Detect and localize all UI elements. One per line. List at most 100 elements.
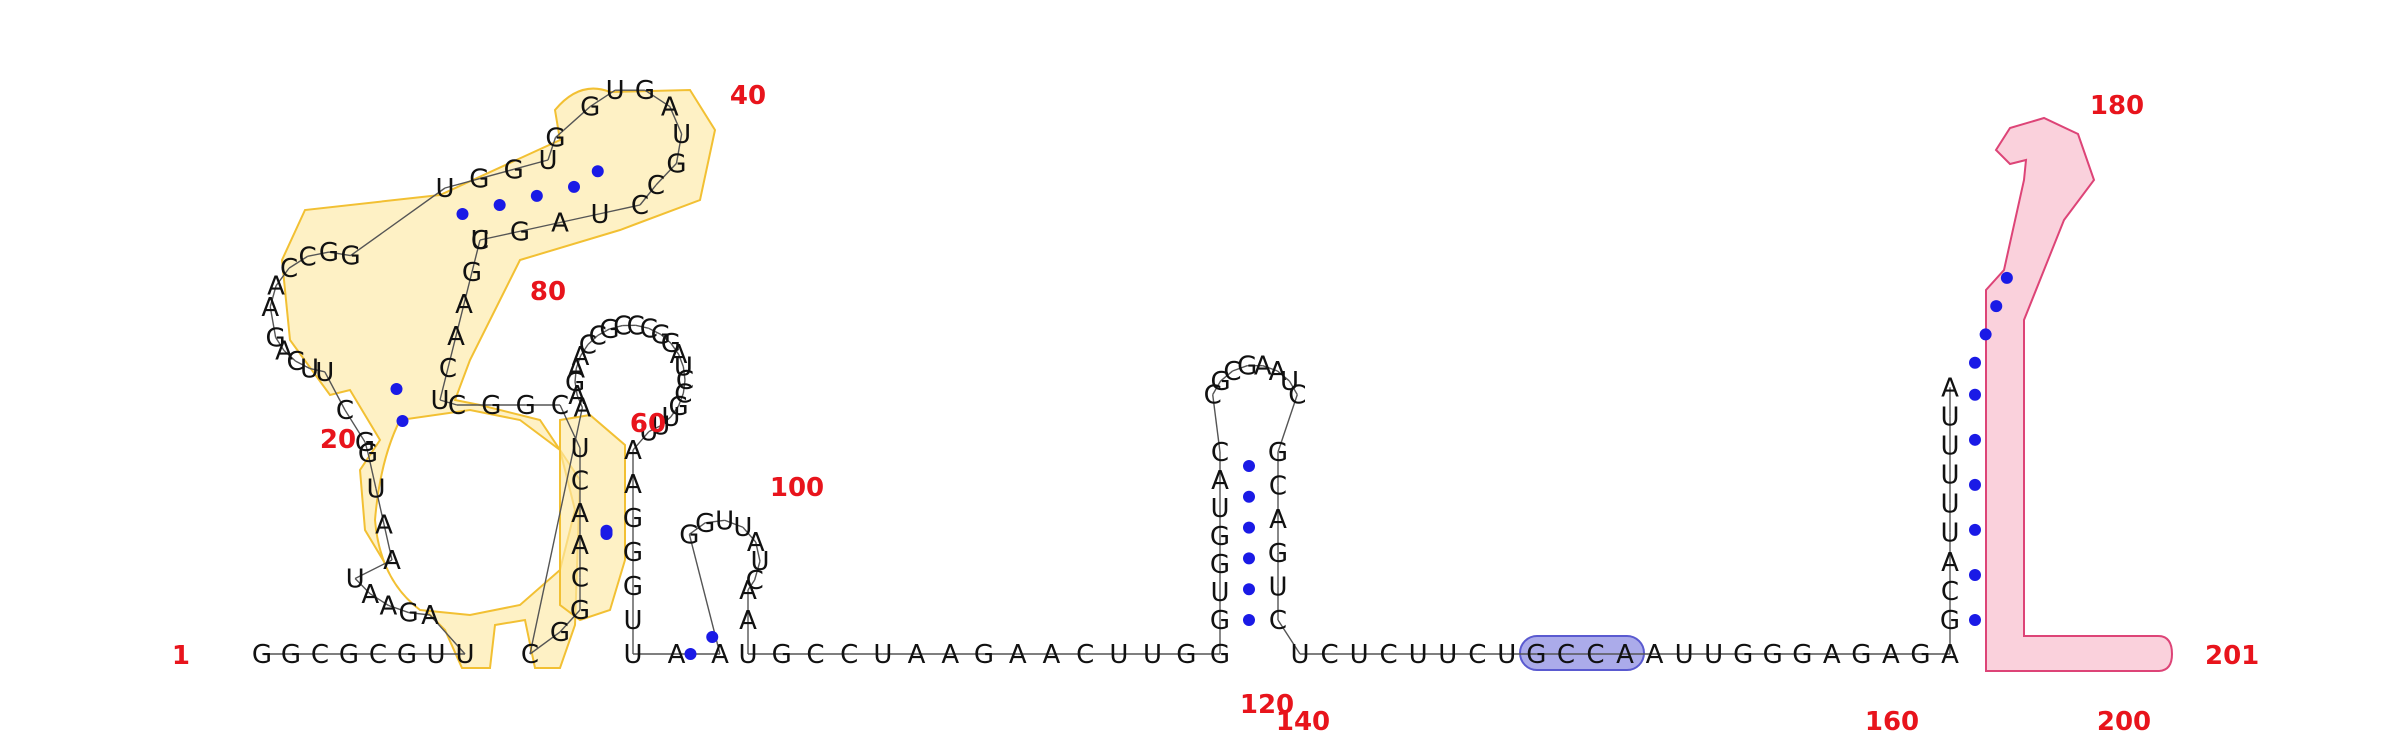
nucleotide: U <box>715 506 734 536</box>
base-pair-dot <box>1969 433 1981 446</box>
position-number-180: 180 <box>2090 91 2144 121</box>
backbone <box>262 89 1951 655</box>
nucleotide: A <box>375 510 393 540</box>
backbone-link <box>328 251 351 257</box>
nucleotide: U <box>639 418 658 448</box>
nucleotide: U <box>1210 494 1229 524</box>
nucleotide: A <box>1882 640 1900 670</box>
nucleotide: U <box>538 146 557 176</box>
backbone-link <box>307 251 330 258</box>
nucleotide: U <box>1143 640 1162 670</box>
nucleotide: C <box>1380 640 1398 670</box>
nucleotide: A <box>1823 640 1841 670</box>
backbone-link <box>1277 370 1290 382</box>
nucleotide: U <box>674 353 693 383</box>
nucleotide: G <box>1268 438 1288 468</box>
nucleotide: A <box>573 394 591 424</box>
nucleotide: U <box>623 606 642 636</box>
nucleotide: G <box>635 76 655 106</box>
backbone-link <box>559 213 601 224</box>
nucleotide: U <box>651 412 670 442</box>
base-pair-dot <box>1243 460 1255 472</box>
nucleotide: G <box>319 238 339 268</box>
nucleotide: G <box>1763 640 1783 670</box>
nucleotide: C <box>840 640 858 670</box>
nucleotide: A <box>941 640 959 670</box>
backbone-link <box>529 407 584 655</box>
nucleotide: G <box>462 258 482 288</box>
backbone-link <box>1262 365 1278 372</box>
backbone-link <box>324 371 346 411</box>
nucleotide: A <box>1941 548 1959 578</box>
nucleotide: C <box>674 379 692 409</box>
nucleotide: G <box>1851 640 1871 670</box>
backbone-link <box>455 303 465 337</box>
position-number-200: 200 <box>2097 707 2151 737</box>
nucleotide: G <box>516 391 536 421</box>
nucleotide: U <box>426 640 445 670</box>
nucleotide: C <box>806 640 824 670</box>
nucleotide: G <box>252 640 272 670</box>
base-pair-dot <box>493 198 506 211</box>
backbone-link <box>547 137 557 161</box>
backbone-link <box>574 381 578 396</box>
nucleotide: A <box>567 355 585 385</box>
backbone-link <box>675 133 683 164</box>
nucleotide: G <box>1210 522 1230 552</box>
base-pair-dot <box>1969 523 1981 536</box>
nucleotide: C <box>287 347 305 377</box>
position-number-201: 201 <box>2205 641 2259 671</box>
nucleotide: U <box>1497 640 1516 670</box>
backbone-link <box>519 221 561 232</box>
nucleotide: G <box>651 320 671 350</box>
backbone-link <box>660 333 672 344</box>
position-number-120: 120 <box>1240 690 1294 720</box>
base-pair-dot <box>1979 328 1992 341</box>
nucleotide: C <box>589 322 607 352</box>
base-pair-dot <box>390 383 403 395</box>
nucleotide: A <box>711 640 729 670</box>
backbone-link <box>705 519 725 524</box>
backbone-link <box>648 424 662 433</box>
nucleotide: C <box>448 391 466 421</box>
nucleotide: A <box>455 290 473 320</box>
nucleotide: C <box>551 391 569 421</box>
nucleotide: A <box>739 576 757 606</box>
nucleotide: C <box>613 312 631 342</box>
nucleotide: A <box>1043 640 1061 670</box>
nucleotide: A <box>747 528 765 558</box>
base-pair-dot <box>1969 356 1981 369</box>
nucleotide: A <box>624 436 642 466</box>
backbone-link <box>576 394 584 408</box>
nucleotide: U <box>1409 640 1428 670</box>
nucleotide: A <box>1269 357 1287 387</box>
nucleotide: G <box>1210 367 1230 397</box>
nucleotide: U <box>750 547 769 577</box>
position-number-60: 60 <box>630 409 666 439</box>
nucleotide: G <box>504 155 524 185</box>
backbone-link <box>439 367 449 401</box>
nucleotide: G <box>565 368 585 398</box>
nucleotide: U <box>1940 461 1959 491</box>
nucleotide: A <box>447 322 465 352</box>
base-pair-dot <box>1990 300 2003 313</box>
nucleotide: U <box>1940 490 1959 520</box>
nucleotide: G <box>1176 640 1196 670</box>
nucleotide: G <box>772 640 792 670</box>
backbone-link <box>609 324 623 330</box>
nucleotide: U <box>1210 578 1229 608</box>
backbone-link <box>354 577 371 595</box>
nucleotide: U <box>455 640 474 670</box>
nucleotide: U <box>606 76 625 106</box>
backbone-link <box>655 162 677 186</box>
nucleotide: C <box>1586 640 1604 670</box>
nucleotide: G <box>397 640 417 670</box>
position-number-100: 100 <box>770 473 824 503</box>
backbone-link <box>1277 619 1301 655</box>
nucleotide: A <box>1009 640 1027 670</box>
nucleotide: G <box>1910 640 1930 670</box>
nucleotide: G <box>510 217 530 247</box>
nucleotide: C <box>280 254 298 284</box>
backbone-link <box>354 559 393 580</box>
